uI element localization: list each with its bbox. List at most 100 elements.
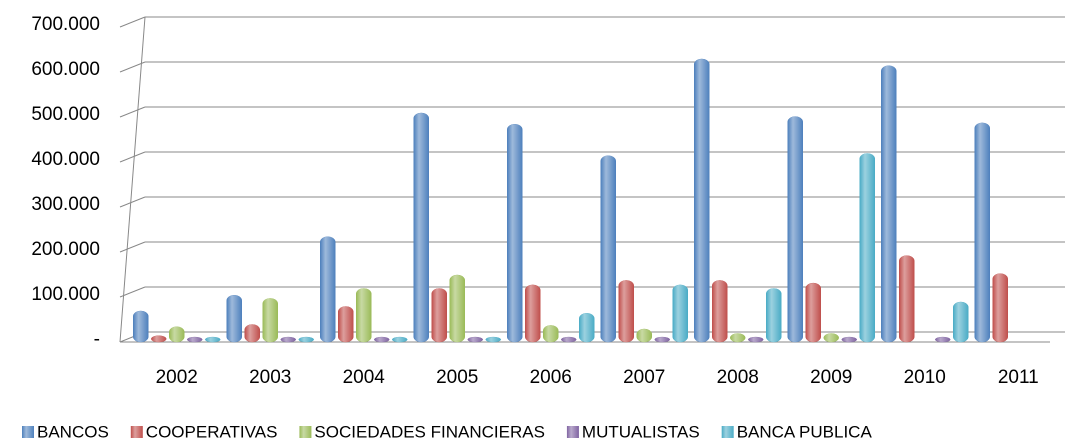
bar [579, 313, 595, 343]
bar [431, 288, 447, 343]
bar [561, 336, 577, 343]
bar-shade [226, 295, 242, 342]
y-tick-label: 300.000 [31, 194, 100, 215]
legend-swatch-shade [299, 426, 312, 438]
bar-shade [841, 337, 857, 342]
legend-label: SOCIEDADES FINANCIERAS [314, 422, 545, 441]
legend-swatch-shade [130, 426, 143, 438]
bar-shade [187, 337, 203, 342]
bar-shade [431, 288, 447, 342]
bar [280, 336, 296, 343]
bar-shade [636, 329, 652, 342]
bar [151, 335, 167, 343]
bar-shade [356, 288, 372, 342]
legend-swatch-shade [566, 426, 579, 438]
bar [169, 326, 185, 343]
bar [712, 280, 728, 343]
x-tick-label: 2002 [156, 367, 198, 388]
bar-shade [618, 280, 634, 342]
bar [262, 298, 278, 343]
grid-line [119, 286, 146, 298]
bar-shade [449, 275, 465, 342]
y-tick-label: 100.000 [31, 284, 100, 305]
bar-shade [507, 124, 523, 342]
bar-shade [859, 153, 875, 342]
grid-line [119, 61, 146, 73]
bar-shade [899, 255, 915, 342]
bar [805, 282, 821, 343]
legend-item: MUTUALISTAS [566, 422, 700, 441]
bar [600, 155, 616, 343]
y-tick-label: 200.000 [31, 239, 100, 260]
bar [320, 236, 336, 343]
x-tick-label: 2006 [530, 367, 572, 388]
bar [974, 122, 990, 343]
bar [730, 333, 746, 343]
legend-swatch-shade [721, 426, 734, 438]
bar [654, 336, 670, 343]
bar-shade [579, 313, 595, 342]
bar-shade [787, 116, 803, 342]
bar [525, 284, 541, 343]
bar [543, 325, 559, 343]
bar [618, 280, 634, 343]
legend-item: COOPERATIVAS [130, 422, 277, 441]
bar-shade [525, 284, 541, 342]
bar-shade [748, 337, 764, 342]
bar-shade [805, 283, 821, 342]
legend-swatch-shade [22, 426, 34, 438]
bar-shade [730, 333, 746, 342]
bar [485, 336, 501, 343]
bar-shade [712, 280, 728, 342]
bar [787, 116, 803, 343]
legend-label: MUTUALISTAS [582, 422, 700, 441]
y-tick-label: 600.000 [31, 59, 100, 80]
bar-shade [654, 337, 670, 342]
bar-shade [244, 324, 260, 342]
bar-shade [992, 273, 1008, 342]
back-wall-edge [119, 16, 146, 343]
bar-shade [561, 337, 577, 342]
bar [467, 336, 483, 343]
bar [449, 274, 465, 343]
bar [413, 112, 429, 343]
bar-shade [485, 337, 501, 342]
legend-item: BANCOS [22, 422, 109, 441]
y-tick-label: 500.000 [31, 104, 100, 125]
bar-shade [600, 155, 616, 342]
bar [881, 65, 897, 343]
bar-shade [953, 302, 969, 342]
bar-shade [320, 236, 336, 342]
x-tick-label: 2007 [623, 367, 665, 388]
bar-shade [935, 337, 951, 342]
bar [823, 333, 839, 343]
bar [507, 124, 523, 343]
bar [841, 336, 857, 343]
bar-shade [298, 337, 314, 342]
bar [392, 336, 408, 343]
legend-label: BANCOS [37, 422, 109, 441]
grid-line [119, 16, 146, 28]
bar-shade [169, 326, 185, 342]
bar-shade [694, 59, 710, 342]
y-tick-label: - [94, 329, 100, 350]
bar-shade [672, 284, 688, 342]
bar [766, 288, 782, 343]
grid-line [119, 151, 146, 163]
bar-shade [338, 306, 354, 342]
grid-line [119, 241, 146, 253]
bar [338, 306, 354, 343]
bar-shade [151, 335, 167, 342]
x-tick-label: 2009 [810, 367, 852, 388]
bar-shade [392, 337, 408, 342]
legend-item: SOCIEDADES FINANCIERAS [299, 422, 545, 441]
bar-shade [280, 337, 296, 342]
bar-shade [133, 311, 149, 342]
bar [899, 255, 915, 343]
bar [636, 328, 652, 343]
legend-label: BANCA PUBLICA [737, 422, 873, 441]
bar [859, 153, 875, 343]
bar [748, 336, 764, 343]
bar-shade [374, 337, 390, 342]
